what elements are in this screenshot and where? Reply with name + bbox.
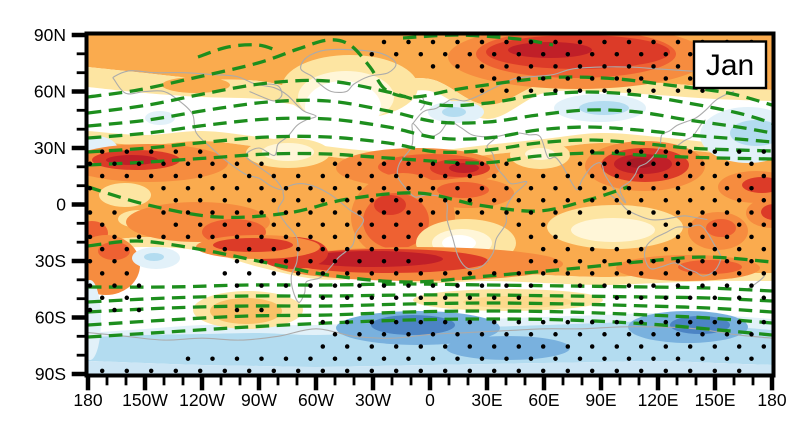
svg-text:30W: 30W [355, 390, 391, 410]
svg-text:60S: 60S [35, 308, 66, 328]
svg-text:60E: 60E [528, 390, 559, 410]
svg-text:120W: 120W [179, 390, 225, 410]
svg-text:0: 0 [56, 195, 66, 215]
svg-text:150E: 150E [695, 390, 736, 410]
svg-text:90N: 90N [34, 25, 66, 45]
svg-text:90S: 90S [35, 364, 66, 384]
svg-text:120E: 120E [638, 390, 679, 410]
svg-text:60W: 60W [298, 390, 334, 410]
svg-text:150W: 150W [122, 390, 168, 410]
svg-text:90E: 90E [585, 390, 616, 410]
svg-text:90W: 90W [241, 390, 277, 410]
svg-text:60N: 60N [34, 82, 66, 102]
svg-text:30E: 30E [471, 390, 502, 410]
svg-text:30S: 30S [35, 251, 66, 271]
svg-text:0: 0 [425, 390, 435, 410]
svg-text:180: 180 [73, 390, 102, 410]
svg-text:Jan: Jan [706, 49, 754, 82]
svg-text:30N: 30N [34, 138, 66, 158]
svg-text:180: 180 [757, 390, 786, 410]
